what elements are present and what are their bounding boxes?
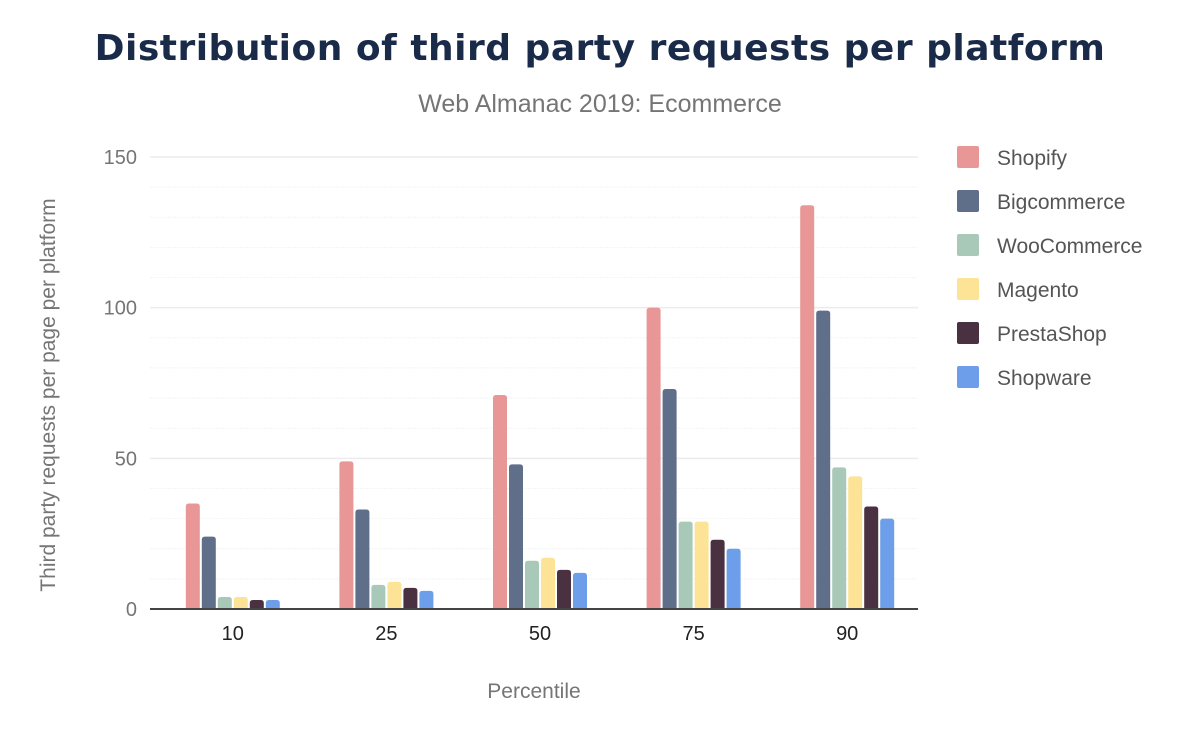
bar-bigcommerce-10 [201, 536, 216, 609]
bar-bigcommerce-90 [816, 310, 831, 609]
y-axis-ticks: 0 50 100 150 [104, 147, 137, 621]
chart-subtitle: Web Almanac 2019: Ecommerce [418, 90, 782, 118]
bar-prestashop-25 [403, 587, 418, 609]
y-tick-label: 0 [126, 599, 137, 621]
legend-swatch [957, 322, 979, 344]
bar-bigcommerce-50 [509, 464, 523, 609]
x-tick-label: 50 [529, 623, 551, 645]
bar-woocommerce-90 [832, 467, 847, 609]
bar-shopware-75 [726, 548, 741, 609]
bar-prestashop-50 [557, 569, 571, 609]
x-axis-label: Percentile [487, 680, 580, 703]
legend-item-prestashop[interactable]: PrestaShop [957, 322, 1107, 346]
legend-swatch [957, 190, 979, 212]
bar-shopware-10 [265, 599, 280, 609]
bars [185, 205, 895, 610]
bar-shopify-10 [185, 503, 200, 609]
bar-bigcommerce-25 [355, 509, 370, 609]
x-tick-label: 90 [836, 623, 858, 645]
x-tick-label: 75 [682, 623, 704, 645]
legend-item-magento[interactable]: Magento [957, 278, 1079, 302]
y-tick-label: 150 [104, 147, 137, 169]
bar-shopware-25 [419, 590, 434, 609]
legend-label: PrestaShop [997, 323, 1107, 346]
legend-item-woocommerce[interactable]: WooCommerce [957, 234, 1142, 258]
bar-shopify-90 [800, 205, 815, 610]
bar-woocommerce-10 [217, 596, 232, 609]
bar-woocommerce-75 [678, 521, 693, 609]
legend: Shopify Bigcommerce WooCommerce Magento Pres… [957, 146, 1142, 390]
bar-magento-25 [387, 581, 402, 609]
bar-woocommerce-25 [371, 584, 386, 609]
bar-shopify-25 [339, 461, 354, 609]
legend-label: Shopware [997, 367, 1092, 390]
bar-magento-50 [541, 557, 555, 609]
bar-woocommerce-50 [525, 560, 539, 609]
chart-title: Distribution of third party requests per… [94, 28, 1106, 69]
gridlines [150, 156, 918, 580]
legend-item-bigcommerce[interactable]: Bigcommerce [957, 190, 1125, 214]
legend-label: Shopify [997, 147, 1068, 170]
x-axis-ticks: 10 25 50 75 90 [222, 623, 859, 645]
y-tick-label: 100 [104, 298, 137, 320]
x-tick-label: 10 [222, 623, 244, 645]
bar-prestashop-10 [249, 599, 264, 609]
bar-shopware-50 [573, 572, 587, 609]
bar-magento-10 [233, 596, 248, 609]
bar-prestashop-75 [710, 539, 725, 609]
x-tick-label: 25 [375, 623, 397, 645]
legend-item-shopify[interactable]: Shopify [957, 146, 1068, 170]
legend-swatch [957, 366, 979, 388]
bar-shopify-50 [493, 395, 507, 609]
bar-magento-75 [694, 521, 709, 609]
bar-magento-90 [848, 476, 863, 609]
y-axis-label: Third party requests per page per platfo… [37, 198, 60, 591]
legend-swatch [957, 278, 979, 300]
legend-swatch [957, 234, 979, 256]
legend-label: WooCommerce [997, 235, 1142, 258]
bar-shopware-90 [880, 518, 895, 609]
legend-swatch [957, 146, 979, 168]
bar-prestashop-90 [864, 506, 879, 609]
bar-bigcommerce-75 [662, 389, 677, 609]
legend-label: Bigcommerce [997, 191, 1125, 214]
bar-shopify-75 [646, 307, 661, 609]
y-tick-label: 50 [115, 448, 137, 470]
legend-label: Magento [997, 279, 1079, 302]
legend-item-shopware[interactable]: Shopware [957, 366, 1092, 390]
